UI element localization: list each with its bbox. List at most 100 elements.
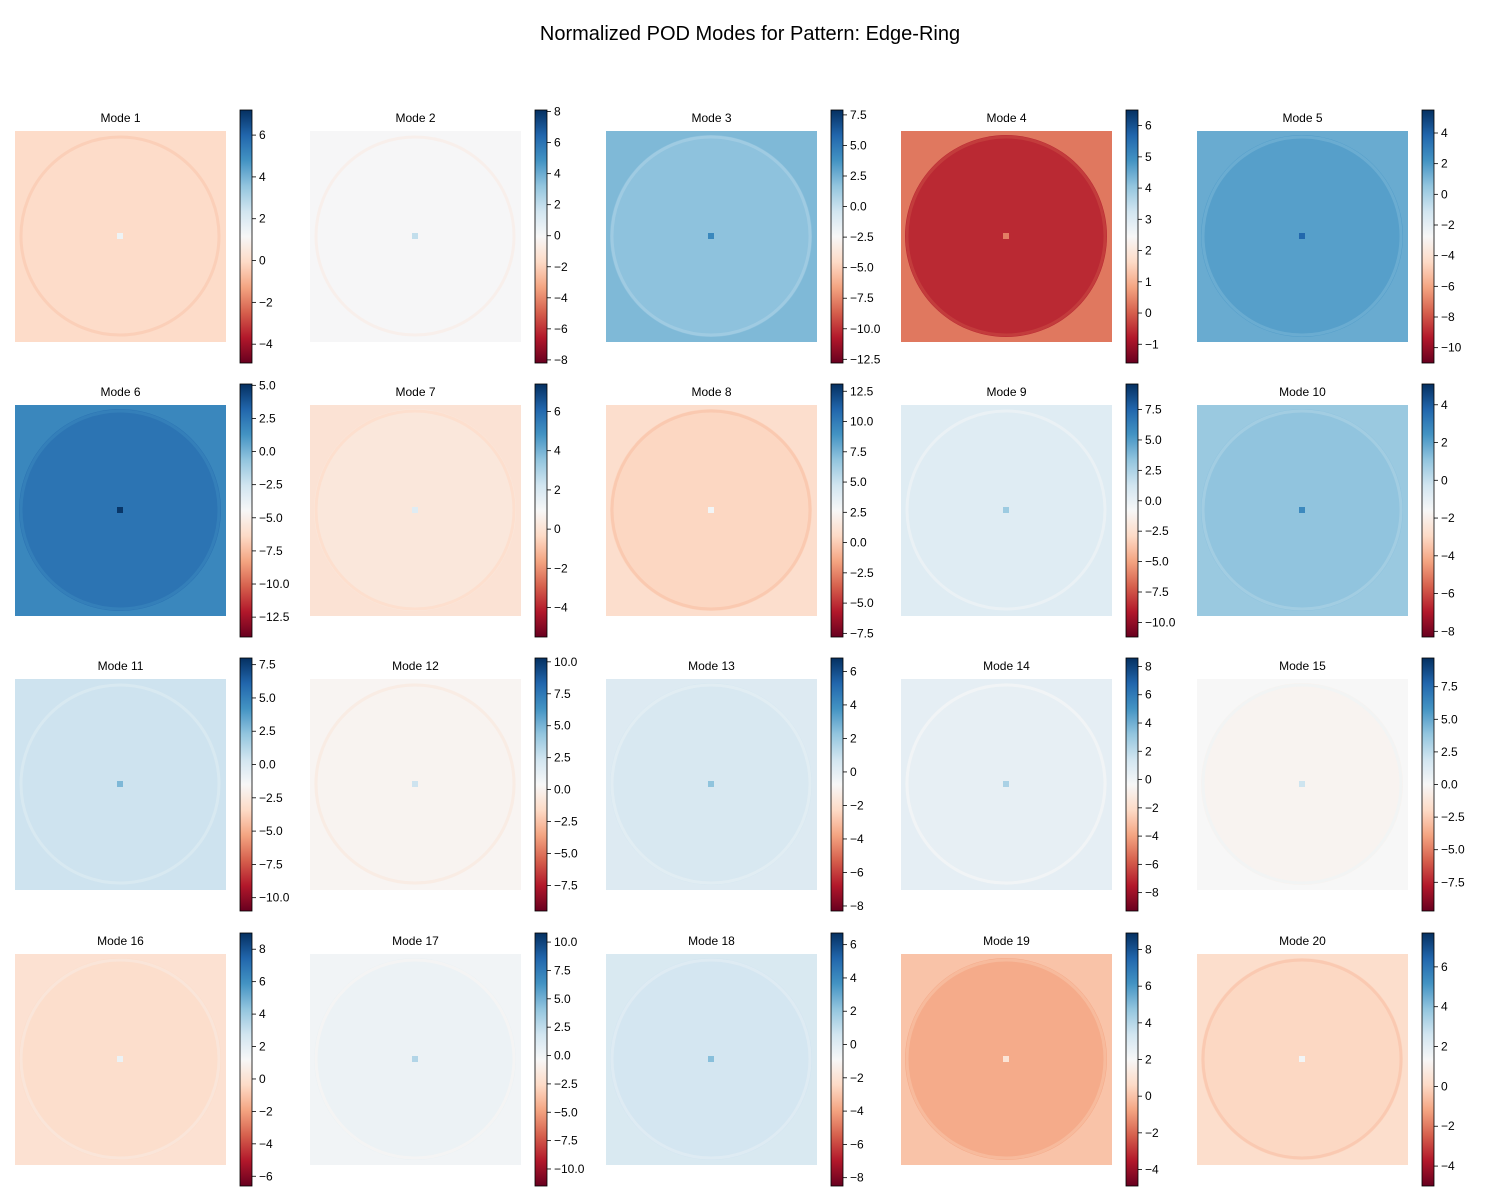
colorbar <box>1421 657 1435 912</box>
colorbar-tick-label: 8 <box>554 105 561 119</box>
wafer-edge-ring <box>1201 683 1403 885</box>
wafer-edge-ring <box>314 958 516 1160</box>
wafer-edge-ring <box>905 958 1107 1160</box>
colorbar-tick-label: −6 <box>1441 279 1455 293</box>
colorbar-tick-label: −2 <box>850 1071 864 1085</box>
wafer-center-die <box>1299 781 1305 787</box>
mode-panel-10: Mode 10 4 2 0 −2 −4 −6 −8 <box>1197 383 1455 638</box>
mode-title: Mode 9 <box>986 385 1026 399</box>
wafer-center-die <box>1003 507 1009 513</box>
colorbar-tick-label: 0 <box>1441 1079 1448 1093</box>
colorbar-tick-label: −2 <box>1441 511 1455 525</box>
colorbar-tick-label: −10.0 <box>850 322 881 336</box>
colorbar-tick-label: 4 <box>850 971 857 985</box>
colorbar <box>239 383 253 638</box>
mode-panel-9: Mode 9 7.5 5.0 2.5 0.0 −2.5 −5.0 −7.5 −10.0 <box>901 383 1176 638</box>
colorbar-tick-label: 6 <box>850 938 857 952</box>
wafer-edge-ring <box>905 409 1107 611</box>
colorbar-tick-label: 5.0 <box>259 378 276 392</box>
colorbar-tick-label: 0.0 <box>259 758 276 772</box>
colorbar-tick-label: −2 <box>554 260 568 274</box>
colorbar <box>830 383 844 638</box>
colorbar-tick-label: 6 <box>1441 960 1448 974</box>
wafer-center-die <box>708 1056 714 1062</box>
mode-panel-19: Mode 19 8 6 4 2 0 −2 −4 <box>901 932 1159 1187</box>
colorbar-tick-label: −6 <box>850 1137 864 1151</box>
colorbar-tick-label: −7.5 <box>1441 875 1465 889</box>
mode-panel-16: Mode 16 8 6 4 2 0 −2 −4 −6 <box>15 932 273 1187</box>
colorbar-tick-label: −10 <box>1441 341 1462 355</box>
colorbar-tick-label: −5.0 <box>1145 555 1169 569</box>
colorbar-tick-label: 6 <box>554 136 561 150</box>
colorbar-tick-label: 5.0 <box>554 992 571 1006</box>
mode-panel-8: Mode 8 12.5 10.0 7.5 5.0 2.5 0.0 −2.5 −5.0 −7.5 <box>606 383 874 640</box>
colorbar-tick-label: 6 <box>1145 119 1152 133</box>
colorbar-tick-label: 0 <box>1145 1089 1152 1103</box>
colorbar-tick-label: 2.5 <box>850 169 867 183</box>
wafer-edge-ring <box>314 683 516 885</box>
colorbar-tick-label: −4 <box>554 291 568 305</box>
colorbar-tick-label: −2.5 <box>850 566 874 580</box>
colorbar-tick-label: −2.5 <box>554 815 578 829</box>
colorbar-tick-label: −7.5 <box>554 878 578 892</box>
colorbar <box>534 657 548 912</box>
colorbar-tick-label: 2 <box>259 1040 266 1054</box>
colorbar-tick-label: 5.0 <box>259 691 276 705</box>
colorbar-tick-label: 4 <box>1441 398 1448 412</box>
colorbar-tick-label: −2 <box>554 561 568 575</box>
colorbar-tick-label: −8 <box>850 1171 864 1185</box>
colorbar-tick-label: −2 <box>1441 1119 1455 1133</box>
colorbar-tick-label: −8 <box>554 353 568 367</box>
colorbar-tick-label: 10.0 <box>850 415 874 429</box>
mode-title: Mode 4 <box>986 111 1026 125</box>
colorbar-tick-label: 2.5 <box>554 751 571 765</box>
colorbar <box>1125 383 1139 638</box>
mode-panel-6: Mode 6 5.0 2.5 0.0 −2.5 −5.0 −7.5 −10.0 −12.5 <box>15 378 290 638</box>
colorbar-tick-label: 4 <box>259 1007 266 1021</box>
colorbar-tick-label: −8 <box>1441 310 1455 324</box>
colorbar-tick-label: 2 <box>554 198 561 212</box>
mode-panel-11: Mode 11 7.5 5.0 2.5 0.0 −2.5 −5.0 −7.5 −10.0 <box>15 657 290 912</box>
colorbar-tick-label: −5.0 <box>554 847 578 861</box>
colorbar-tick-label: 2 <box>259 212 266 226</box>
colorbar-tick-label: 2 <box>1441 436 1448 450</box>
colorbar-tick-label: 0.0 <box>1441 778 1458 792</box>
colorbar-tick-label: 6 <box>554 404 561 418</box>
wafer-center-die <box>412 1056 418 1062</box>
wafer-center-die <box>412 233 418 239</box>
colorbar-tick-label: 0.0 <box>554 1049 571 1063</box>
wafer-edge-ring <box>610 958 812 1160</box>
colorbar <box>1125 109 1139 364</box>
colorbar-tick-label: 2.5 <box>1441 745 1458 759</box>
colorbar-tick-label: −2 <box>259 1104 273 1118</box>
mode-title: Mode 2 <box>395 111 435 125</box>
colorbar-tick-label: 0 <box>554 522 561 536</box>
colorbar-tick-label: 4 <box>1441 1000 1448 1014</box>
colorbar-tick-label: 2 <box>1145 744 1152 758</box>
colorbar-tick-label: 5.0 <box>850 475 867 489</box>
colorbar-tick-label: −7.5 <box>259 544 283 558</box>
colorbar-tick-label: 2 <box>1145 244 1152 258</box>
colorbar-tick-label: 0.0 <box>850 200 867 214</box>
mode-title: Mode 18 <box>688 934 735 948</box>
colorbar-tick-label: 2.5 <box>850 505 867 519</box>
colorbar-tick-label: 5.0 <box>1441 712 1458 726</box>
colorbar-tick-label: 0.0 <box>1145 494 1162 508</box>
colorbar <box>239 657 253 912</box>
colorbar-tick-label: 6 <box>1145 688 1152 702</box>
colorbar-tick-label: −4 <box>259 337 273 351</box>
colorbar-tick-label: −4 <box>850 1104 864 1118</box>
colorbar-tick-label: 7.5 <box>554 687 571 701</box>
colorbar-tick-label: 5.0 <box>554 719 571 733</box>
wafer-center-die <box>1299 1056 1305 1062</box>
mode-title: Mode 7 <box>395 385 435 399</box>
colorbar-tick-label: 0 <box>259 254 266 268</box>
colorbar-tick-label: 2 <box>1441 157 1448 171</box>
colorbar-tick-label: −6 <box>259 1169 273 1183</box>
colorbar-tick-label: −5.0 <box>259 824 283 838</box>
colorbar-tick-label: −5.0 <box>850 596 874 610</box>
mode-title: Mode 20 <box>1279 934 1326 948</box>
mode-title: Mode 8 <box>691 385 731 399</box>
colorbar-tick-label: 0 <box>1145 306 1152 320</box>
